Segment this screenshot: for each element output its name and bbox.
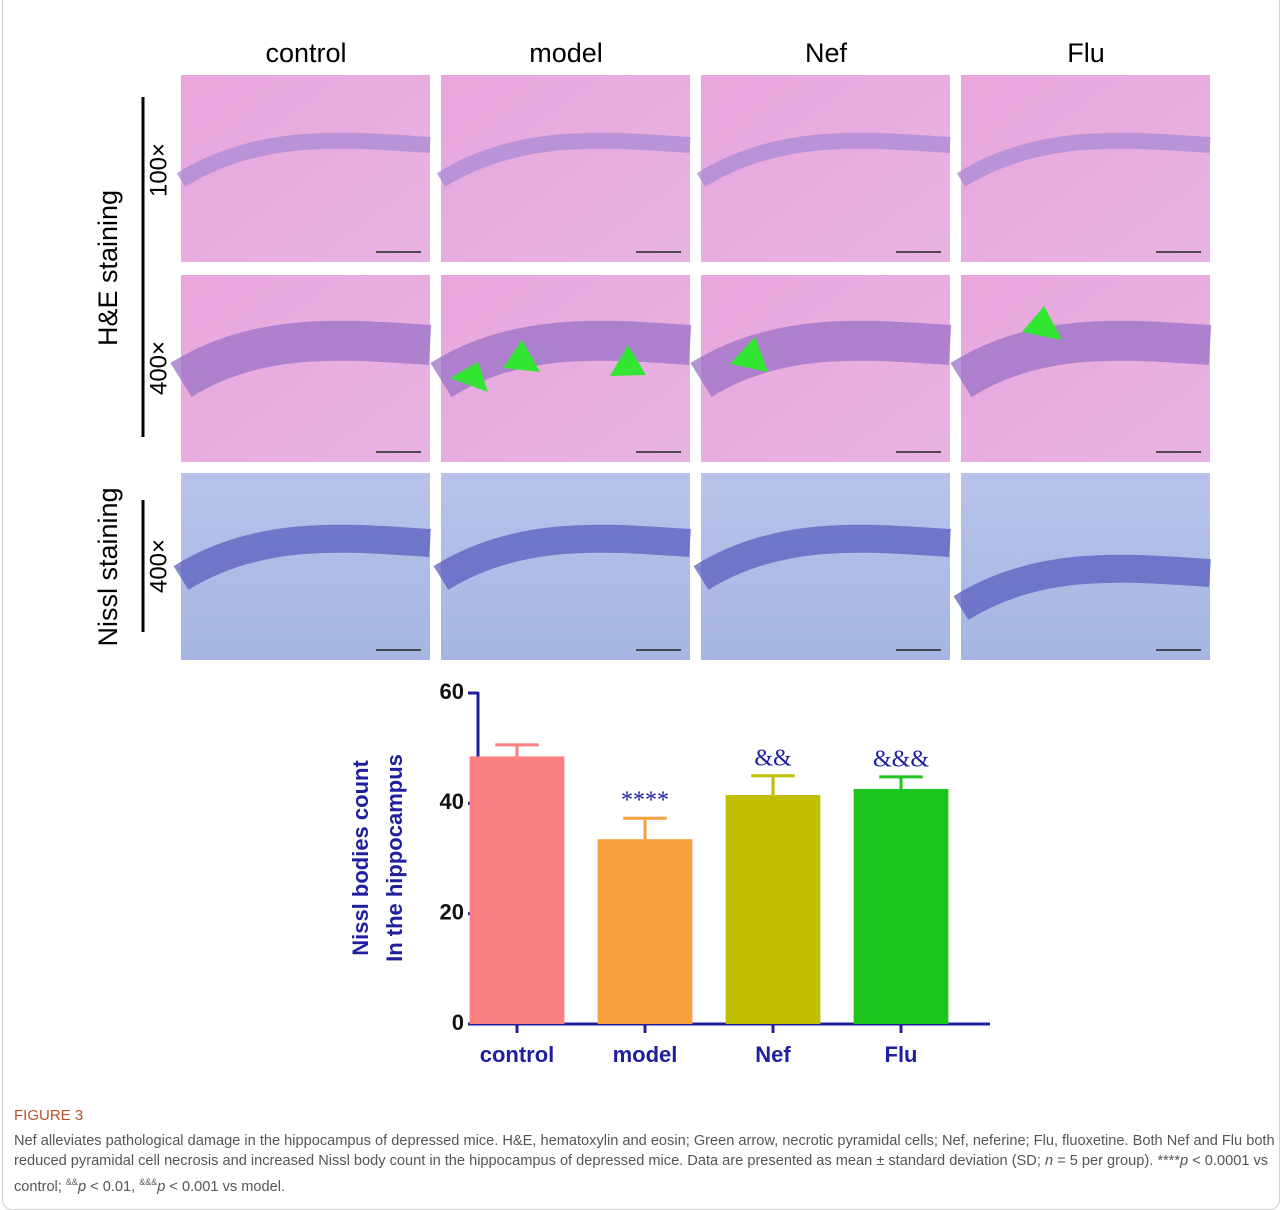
micrograph [181, 75, 430, 262]
y-tick-label: 0 [452, 1010, 464, 1035]
cell-layer [696, 132, 951, 187]
x-tick-label: Flu [885, 1042, 918, 1067]
bar [725, 795, 821, 1024]
cell-layer [430, 320, 692, 398]
cell-layer [950, 320, 1212, 398]
column-label: control [265, 38, 346, 68]
caption-segment: < 0.001 vs model. [165, 1178, 286, 1195]
cell-layer [433, 524, 691, 590]
significance-label: &&& [873, 746, 929, 772]
arrows [450, 306, 1062, 392]
arrow [730, 337, 768, 372]
cell-layer [693, 524, 951, 590]
micrograph [961, 75, 1210, 262]
caption-label: FIGURE 3 [14, 1107, 84, 1124]
bar [853, 788, 949, 1024]
column-label: Nef [805, 38, 848, 68]
y-tick-label: 20 [440, 899, 464, 924]
y-axis-label: Nissl bodies count [348, 760, 373, 956]
row-label: H&E staining [93, 190, 123, 346]
caption-segment: n [1044, 1153, 1054, 1169]
figure: H&E staining 100× 400× Nissl staining 40… [93, 38, 1212, 1067]
arrow [450, 362, 488, 392]
significance-label: **** [621, 788, 669, 814]
row-label: Nissl staining [93, 487, 123, 646]
significance-label: && [754, 745, 792, 771]
caption-segment: < 0.0001 vs control; [14, 1153, 1269, 1195]
arrow [503, 340, 540, 372]
arrow [1022, 306, 1062, 340]
y-axis-label: In the hippocampus [382, 754, 407, 962]
caption: FIGURE 3 Nef alleviates pathological dam… [14, 1106, 1276, 1197]
caption-segment: = 5 per group). **** [1053, 1153, 1181, 1169]
caption-segment: p [1180, 1153, 1189, 1169]
row-label: 400× [145, 539, 172, 593]
arrow [610, 345, 646, 376]
cell-layer [436, 132, 691, 187]
column-label: Flu [1067, 38, 1105, 68]
x-tick-label: model [613, 1042, 678, 1067]
caption-segment: p [77, 1178, 87, 1195]
cell-layer [176, 132, 431, 187]
micrograph [441, 75, 690, 262]
caption-segment: Nef alleviates pathological damage in th… [14, 1132, 1275, 1170]
caption-segment: p [157, 1178, 166, 1195]
x-tick-label: control [480, 1042, 555, 1067]
x-tick-label: Nef [755, 1042, 791, 1067]
y-tick-label: 60 [440, 679, 464, 704]
row-label: 400× [145, 341, 172, 395]
caption-segment: &&& [139, 1176, 158, 1187]
caption-segment: && [65, 1176, 78, 1187]
bar [469, 756, 565, 1024]
bar [597, 839, 693, 1024]
cell-layer [173, 524, 431, 590]
column-label: model [529, 38, 603, 68]
cell-layer [953, 554, 1211, 620]
cell-layer [170, 320, 432, 398]
caption-segment: < 0.01, [86, 1178, 140, 1195]
row-label: 100× [145, 143, 172, 197]
caption-text: Nef alleviates pathological damage in th… [14, 1131, 1276, 1197]
cell-layer [956, 132, 1211, 187]
micrograph [701, 75, 950, 262]
y-tick-label: 40 [440, 789, 464, 814]
